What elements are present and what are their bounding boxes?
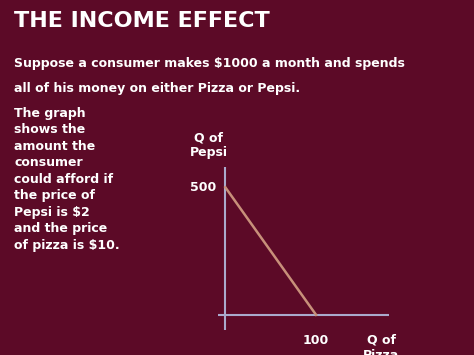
Text: 500: 500 xyxy=(190,181,216,194)
Text: The graph
shows the
amount the
consumer
could afford if
the price of
Pepsi is $2: The graph shows the amount the consumer … xyxy=(14,106,120,251)
Text: Suppose a consumer makes $1000 a month and spends: Suppose a consumer makes $1000 a month a… xyxy=(14,57,405,70)
Text: all of his money on either Pizza or Pepsi.: all of his money on either Pizza or Peps… xyxy=(14,82,301,95)
Text: Q of
Pizza: Q of Pizza xyxy=(363,334,400,355)
Text: 100: 100 xyxy=(303,334,329,347)
Text: Q of
Pepsi: Q of Pepsi xyxy=(190,131,228,159)
Text: THE INCOME EFFECT: THE INCOME EFFECT xyxy=(14,11,270,31)
